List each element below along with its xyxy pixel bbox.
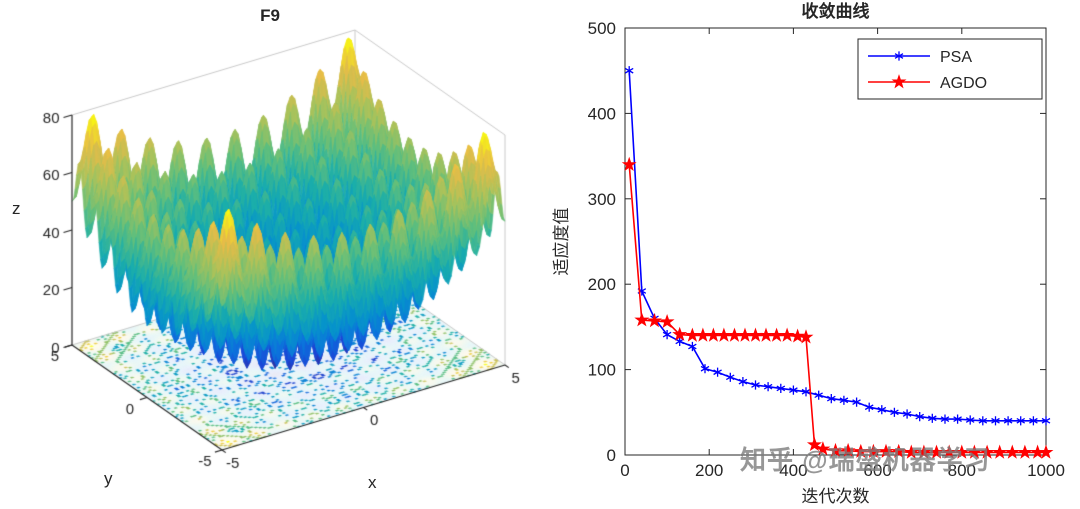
series-marker-psa xyxy=(839,395,849,405)
series-marker-psa xyxy=(978,416,988,426)
convergence-title: 收敛曲线 xyxy=(802,1,870,21)
series-marker-psa xyxy=(624,66,634,76)
series-marker-psa xyxy=(852,397,861,407)
surface-y-axis-label: y xyxy=(104,469,113,488)
series-marker-agdo xyxy=(1017,444,1033,459)
series-marker-psa xyxy=(713,367,722,377)
series-marker-psa xyxy=(1029,416,1038,426)
series-marker-psa xyxy=(826,394,836,404)
series-marker-psa xyxy=(801,387,811,397)
series-marker-psa xyxy=(675,336,685,346)
series-marker-agdo xyxy=(992,444,1008,459)
series-marker-agdo xyxy=(806,437,822,452)
series-marker-psa xyxy=(915,412,925,422)
series-marker-agdo xyxy=(672,326,688,341)
legend-label-agdo: AGDO xyxy=(940,75,987,92)
series-marker-agdo xyxy=(634,312,650,327)
series-marker-psa xyxy=(814,390,823,400)
convergence-plot: 0 200 400 600 800 1000 0 100 200 300 400 500 收敛曲线迭代次… xyxy=(552,1,1065,506)
series-marker-agdo xyxy=(954,444,970,459)
series-marker-agdo xyxy=(621,156,637,171)
series-marker-psa xyxy=(991,416,1000,426)
legend-marker-agdo xyxy=(891,74,907,89)
surface-z-axis-label: z xyxy=(12,199,21,218)
series-marker-agdo xyxy=(798,329,814,344)
series-marker-psa xyxy=(662,330,672,340)
convergence-panel: 0 200 400 600 800 1000 0 100 200 300 400 500 收敛曲线迭代次… xyxy=(540,0,1080,509)
surface-title: F9 xyxy=(260,6,280,25)
series-marker-agdo xyxy=(941,444,957,459)
series-marker-psa xyxy=(902,409,912,419)
watermark: 知乎 @瑞盛机器学习 xyxy=(740,445,991,475)
convergence-y-axis-label: 适应度值 xyxy=(552,208,571,276)
y-tick-label: 200 xyxy=(588,275,616,294)
series-marker-psa xyxy=(953,414,962,424)
series-marker-agdo xyxy=(903,444,919,459)
series-marker-psa xyxy=(700,364,710,374)
series-marker-agdo xyxy=(828,442,843,458)
series-marker-agdo xyxy=(779,327,795,342)
series-marker-agdo xyxy=(916,444,932,459)
surface-plot-canvas xyxy=(0,0,540,509)
series-marker-psa xyxy=(1016,416,1026,426)
series-marker-agdo xyxy=(815,441,831,456)
series-marker-psa xyxy=(1003,416,1013,426)
x-tick-label: 200 xyxy=(695,461,723,480)
x-tick-label: 1000 xyxy=(1027,461,1065,480)
series-marker-psa xyxy=(890,407,899,417)
series-marker-psa xyxy=(789,385,798,395)
series-marker-agdo xyxy=(929,444,944,459)
series-marker-psa xyxy=(927,413,937,423)
y-tick-label: 400 xyxy=(588,104,616,123)
series-marker-agdo xyxy=(966,444,982,459)
series-marker-psa xyxy=(877,405,887,415)
x-tick-label: 400 xyxy=(779,461,807,480)
series-marker-psa xyxy=(763,382,773,392)
series-marker-agdo xyxy=(1004,444,1020,459)
y-tick-label: 0 xyxy=(607,446,616,465)
series-marker-agdo xyxy=(865,443,881,458)
legend-box xyxy=(857,38,1043,100)
y-tick-label: 500 xyxy=(588,19,616,38)
x-tick-label: 0 xyxy=(620,461,629,480)
series-marker-psa xyxy=(1041,416,1051,426)
surface-panel: F9 x y z xyxy=(0,0,540,509)
series-marker-agdo xyxy=(647,313,662,328)
x-tick-label: 800 xyxy=(948,461,976,480)
y-tick-label: 300 xyxy=(588,190,616,209)
series-marker-psa xyxy=(864,402,874,412)
convergence-x-axis-label: 迭代次数 xyxy=(802,487,870,506)
series-marker-agdo xyxy=(853,443,869,458)
series-marker-psa xyxy=(738,377,748,387)
series-marker-agdo xyxy=(1038,444,1054,459)
series-marker-psa xyxy=(751,380,760,390)
series-marker-agdo xyxy=(659,313,675,329)
legend-label-psa: PSA xyxy=(940,49,972,66)
series-marker-agdo xyxy=(878,443,894,458)
series-marker-psa xyxy=(776,383,786,393)
series-marker-agdo xyxy=(840,442,856,458)
series-marker-agdo xyxy=(790,328,806,343)
y-tick-label: 100 xyxy=(588,361,616,380)
x-tick-label: 600 xyxy=(863,461,891,480)
legend-marker-psa xyxy=(894,51,904,61)
series-marker-psa xyxy=(965,415,975,425)
surface-x-axis-label: x xyxy=(368,473,377,492)
series-marker-psa xyxy=(688,341,697,352)
series-marker-psa xyxy=(940,414,950,424)
series-marker-psa xyxy=(725,372,735,382)
series-line-psa xyxy=(628,70,1046,422)
series-marker-agdo xyxy=(979,444,995,459)
series-marker-agdo xyxy=(891,443,907,458)
